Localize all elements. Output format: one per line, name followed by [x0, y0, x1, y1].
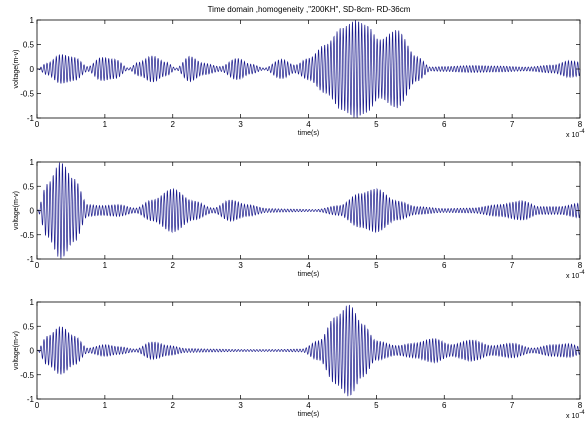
x-axis-multiplier: x 10-4 [566, 270, 585, 280]
x-tick-label: 0 [35, 261, 40, 270]
x-tick-label: 7 [510, 401, 515, 410]
x-tick-label: 3 [238, 401, 243, 410]
signal-trace-3 [36, 304, 581, 397]
x-axis-multiplier-exponent: -4 [579, 270, 585, 276]
y-tick-label: -0.5 [20, 371, 34, 380]
y-tick-label: -0.5 [20, 231, 34, 240]
x-tick-label: 6 [442, 120, 447, 129]
x-axis-multiplier-base: x 10 [566, 413, 579, 420]
y-tick-label: 1 [30, 298, 35, 307]
x-tick-label: 8 [578, 120, 583, 129]
y-tick-label: 0.5 [23, 182, 35, 191]
x-tick-label: 0 [35, 401, 40, 410]
x-axis-multiplier-base: x 10 [566, 273, 579, 280]
x-axis-multiplier: x 10-4 [566, 129, 585, 139]
x-tick-label: 0 [35, 120, 40, 129]
x-tick-label: 4 [306, 261, 311, 270]
x-axis-multiplier: x 10-4 [566, 410, 585, 420]
x-axis-multiplier-exponent: -4 [579, 129, 585, 135]
x-tick-label: 5 [374, 120, 379, 129]
x-axis-label: time(s) [298, 411, 319, 418]
x-tick-label: 7 [510, 120, 515, 129]
x-axis-multiplier-exponent: -4 [579, 410, 585, 416]
y-tick-label: 0.5 [23, 322, 35, 331]
subplot-2: 0 1 2 3 4 5 6 7 8 -1 -0.5 0 0.5 1 time(s) voltage(m-v) x… [13, 158, 585, 280]
x-tick-label: 3 [238, 261, 243, 270]
x-tick-label: 1 [103, 261, 108, 270]
y-tick-label: -1 [27, 395, 35, 404]
x-tick-label: 8 [578, 401, 583, 410]
x-tick-label: 1 [103, 401, 108, 410]
x-tick-label: 7 [510, 261, 515, 270]
subplot-3: 0 1 2 3 4 5 6 7 8 -1 -0.5 0 0.5 1 time(s) voltage(m-v) x… [13, 298, 585, 420]
y-tick-label: 0 [30, 207, 35, 216]
y-tick-label: 0.5 [23, 41, 35, 50]
y-axis-label: voltage(m-v) [13, 191, 20, 230]
x-tick-label: 2 [171, 120, 176, 129]
x-tick-label: 5 [374, 261, 379, 270]
x-tick-label: 4 [306, 120, 311, 129]
y-tick-label: 1 [30, 16, 35, 25]
x-tick-label: 4 [306, 401, 311, 410]
x-tick-label: 1 [103, 120, 108, 129]
y-tick-label: 0 [30, 65, 35, 74]
x-axis-label: time(s) [298, 130, 319, 137]
y-tick-label: -1 [27, 255, 35, 264]
y-tick-label: 1 [30, 158, 35, 167]
x-tick-label: 6 [442, 401, 447, 410]
figure-title: Time domain ,homogeneity ,"200KH", SD-8c… [208, 5, 411, 14]
y-tick-label: 0 [30, 347, 35, 356]
x-axis-label: time(s) [298, 271, 319, 278]
x-tick-label: 6 [442, 261, 447, 270]
x-tick-label: 3 [238, 120, 243, 129]
x-tick-label: 2 [171, 261, 176, 270]
subplots: 0 1 2 3 4 5 6 7 8 -1 -0.5 0 0.5 1 time(s) voltage(m-v) x… [13, 16, 585, 420]
signal-trace-1 [37, 20, 581, 118]
x-axis-multiplier-base: x 10 [566, 132, 579, 139]
subplot-1: 0 1 2 3 4 5 6 7 8 -1 -0.5 0 0.5 1 time(s) voltage(m-v) x… [13, 16, 585, 139]
signal-trace-2 [36, 162, 581, 259]
x-tick-label: 8 [578, 261, 583, 270]
y-tick-label: -1 [27, 114, 35, 123]
y-tick-label: -0.5 [20, 90, 34, 99]
x-tick-label: 5 [374, 401, 379, 410]
y-axis-label: voltage(m-v) [13, 50, 20, 89]
y-axis-label: voltage(m-v) [13, 331, 20, 370]
x-tick-label: 2 [171, 401, 176, 410]
